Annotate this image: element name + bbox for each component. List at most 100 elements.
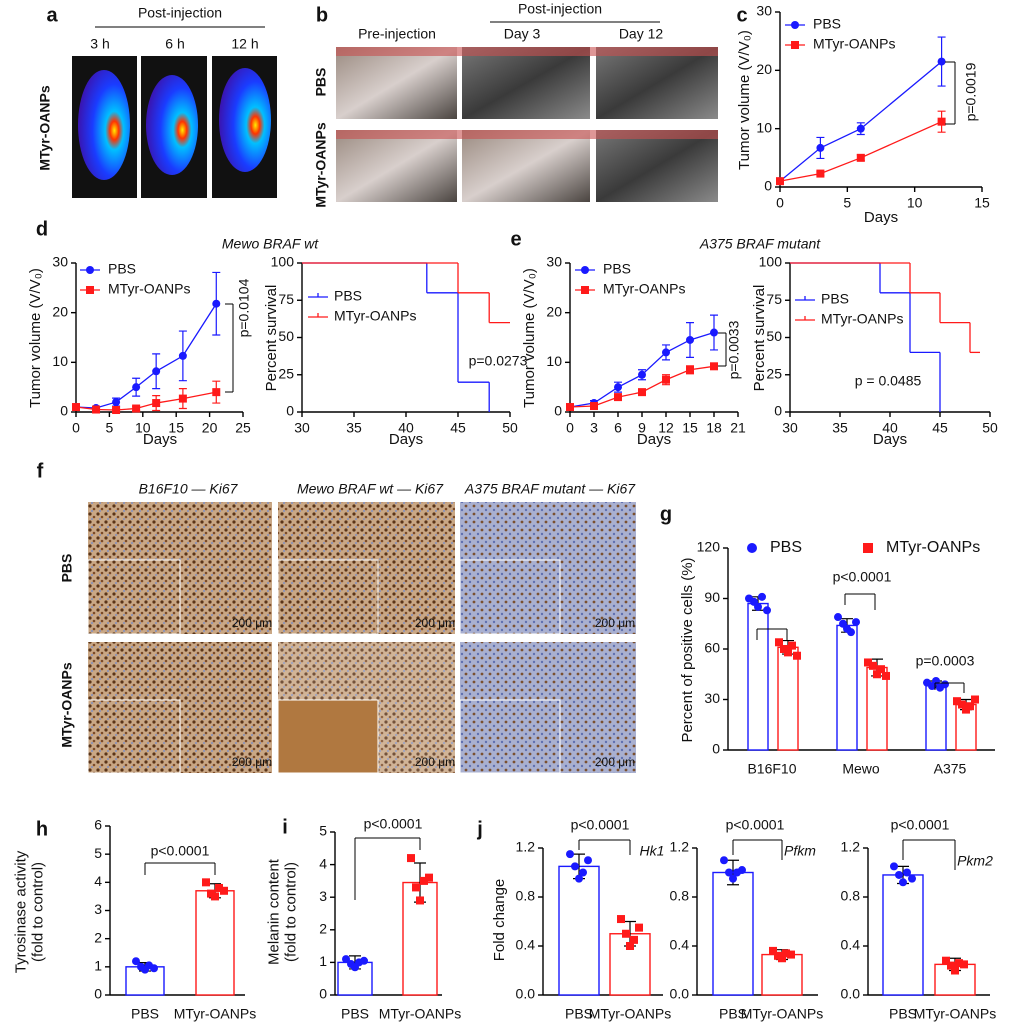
marker: [877, 665, 885, 674]
signal: [78, 70, 130, 180]
y-tick-label: 1: [319, 953, 327, 969]
marker: [416, 896, 424, 905]
x-tick-label: 6: [614, 420, 622, 436]
marker: [575, 874, 583, 883]
panel-label: h: [36, 818, 48, 840]
y-tick-label: 5: [319, 823, 327, 839]
marker: [617, 915, 625, 924]
marker: [571, 862, 579, 871]
x-tick-label: 50: [982, 420, 998, 436]
marker: [579, 868, 587, 877]
marker: [178, 351, 187, 360]
marker: [856, 153, 865, 162]
inset: [87, 559, 181, 635]
marker: [729, 874, 737, 883]
marker: [787, 950, 795, 959]
marker: [407, 854, 415, 863]
marker: [932, 676, 940, 685]
legend-label: PBS: [813, 16, 841, 32]
y-axis-label: Fold change: [491, 879, 508, 962]
x-tick-label: 40: [882, 420, 898, 436]
marker: [614, 383, 622, 392]
x-tick-label: 25: [235, 420, 251, 436]
y-tick-label: 90: [704, 589, 720, 605]
x-tick-label: Mewo: [842, 761, 880, 777]
x-tick-label: MTyr-OANPs: [379, 1006, 461, 1022]
x-tick-label: PBS: [341, 1006, 369, 1022]
column-label: 3 h: [90, 36, 109, 52]
marker: [630, 935, 638, 944]
row-label: PBS: [313, 68, 329, 97]
y-axis-label: (fold to control): [282, 862, 299, 962]
marker: [754, 602, 762, 611]
y-axis-label: Melanin content: [265, 858, 282, 965]
legend-label: PBS: [770, 539, 802, 556]
annotation: p<0.0001: [891, 817, 950, 833]
x-tick-label: MTyr-OANPs: [914, 1006, 996, 1022]
marker: [788, 641, 796, 650]
marker: [132, 383, 141, 392]
x-tick-label: 5: [843, 195, 851, 211]
marker: [747, 543, 757, 553]
marker: [816, 143, 825, 152]
y-tick-label: 2: [94, 929, 102, 945]
annotation: p<0.0001: [151, 843, 210, 859]
marker: [662, 375, 670, 384]
marker: [420, 876, 428, 885]
marker: [775, 638, 783, 647]
scale-bar: 200 μm: [595, 755, 635, 769]
y-tick-label: 25: [766, 365, 782, 381]
y-tick-label: 4: [94, 873, 102, 889]
column-label: A375 BRAF mutant — Ki67: [464, 481, 636, 497]
ruler: [336, 130, 718, 139]
y-tick-label: 1.2: [516, 839, 536, 855]
marker: [852, 618, 860, 627]
marker: [899, 878, 907, 887]
marker: [86, 286, 94, 294]
marker: [152, 399, 161, 408]
marker: [953, 697, 961, 706]
y-tick-label: 20: [756, 61, 772, 77]
marker: [769, 946, 777, 955]
marker: [622, 929, 630, 938]
marker: [778, 954, 786, 963]
scale-bar: 200 μm: [595, 616, 635, 630]
panel-label: f: [37, 460, 44, 482]
x-tick-label: 15: [168, 420, 184, 436]
marker: [112, 406, 121, 415]
y-tick-label: 0.8: [670, 888, 690, 904]
y-tick-label: 100: [271, 254, 295, 270]
marker: [791, 41, 799, 49]
legend-label: MTyr-OANPs: [108, 281, 190, 297]
x-tick-label: 30: [782, 420, 798, 436]
marker: [937, 117, 946, 126]
y-tick-label: 60: [704, 640, 720, 656]
scale-bar: 200 μm: [232, 755, 272, 769]
y-tick-label: 0: [94, 986, 102, 1002]
marker: [738, 866, 746, 875]
marker: [710, 328, 718, 337]
y-axis-label: Tumor volume (V/V₀): [736, 30, 753, 170]
marker: [903, 868, 911, 877]
marker: [847, 628, 855, 637]
marker: [958, 700, 966, 709]
x-tick-label: 0: [72, 420, 80, 436]
marker: [758, 592, 766, 601]
y-tick-label: 30: [756, 3, 772, 19]
y-axis-label: Percent of positive cells (%): [679, 557, 696, 742]
annotation: p=0.0033: [726, 320, 742, 379]
column-label: 12 h: [231, 36, 258, 52]
signal: [146, 75, 198, 175]
bar: [747, 602, 769, 751]
annotation: p=0.0104: [236, 278, 252, 337]
y-axis-label: Percent survival: [263, 285, 280, 392]
marker: [895, 870, 903, 879]
y-tick-label: 2: [319, 921, 327, 937]
legend-label: MTyr-OANPs: [334, 308, 416, 324]
annotation: p=0.0003: [916, 653, 975, 669]
marker: [132, 957, 140, 966]
marker: [869, 661, 877, 670]
bar: [195, 890, 235, 996]
y-tick-label: 0.8: [841, 888, 861, 904]
marker: [220, 886, 228, 895]
